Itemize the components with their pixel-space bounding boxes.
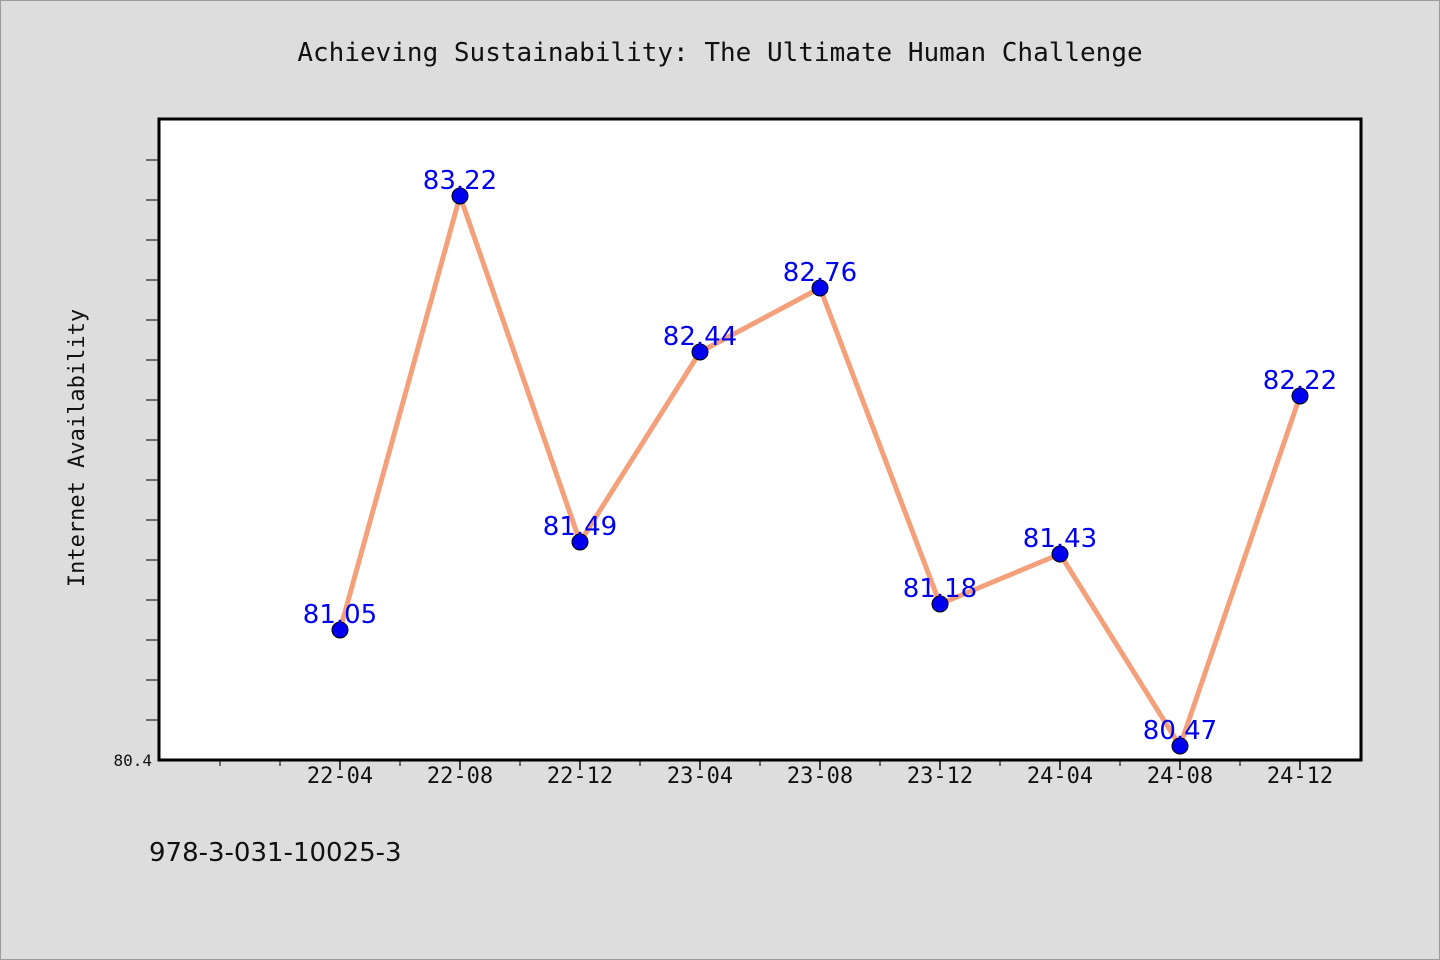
data-label: 82.44 xyxy=(663,322,737,352)
data-labels: 81.05 83.22 81.49 82.44 82.76 81.18 81.43 80.47… xyxy=(303,166,1337,746)
isbn-footer: 978-3-031-10025-3 xyxy=(149,838,402,868)
data-markers xyxy=(331,187,1309,755)
x-axis-ticks: 22-04 22-08 22-12 23-04 23-08 23-12 24-04 24-08… xyxy=(219,761,1333,789)
plot-area xyxy=(157,117,1363,762)
data-label: 81.49 xyxy=(543,512,617,542)
x-tick-label: 22-04 xyxy=(307,764,373,789)
data-point xyxy=(1171,737,1189,755)
x-tick-label: 23-08 xyxy=(787,764,853,789)
data-point xyxy=(1291,387,1309,405)
x-tick-label: 23-04 xyxy=(667,764,733,789)
data-label: 82.76 xyxy=(783,258,857,288)
y-tick-label: 80.4 xyxy=(113,751,152,770)
data-label: 81.18 xyxy=(903,574,977,604)
data-label: 80.47 xyxy=(1143,716,1217,746)
data-point xyxy=(691,343,709,361)
data-label: 82.22 xyxy=(1263,366,1337,396)
x-tick-label: 22-08 xyxy=(427,764,493,789)
chart-title: Achieving Sustainability: The Ultimate H… xyxy=(297,38,1142,68)
data-point xyxy=(571,533,589,551)
x-tick-label: 23-12 xyxy=(907,764,973,789)
data-point xyxy=(811,279,829,297)
data-point xyxy=(1051,545,1069,563)
data-label: 81.05 xyxy=(303,600,377,630)
x-tick-label: 24-08 xyxy=(1147,764,1213,789)
x-tick-label: 22-12 xyxy=(547,764,613,789)
data-point xyxy=(931,595,949,613)
x-tick-label: 24-12 xyxy=(1267,764,1333,789)
y-axis-ticks: 80.4 xyxy=(113,159,159,770)
data-point xyxy=(331,621,349,639)
x-tick-label: 24-04 xyxy=(1027,764,1093,789)
y-axis-label: Internet Availability xyxy=(65,309,90,587)
data-label: 83.22 xyxy=(423,166,497,196)
data-label: 81.43 xyxy=(1023,524,1097,554)
data-point xyxy=(451,187,469,205)
